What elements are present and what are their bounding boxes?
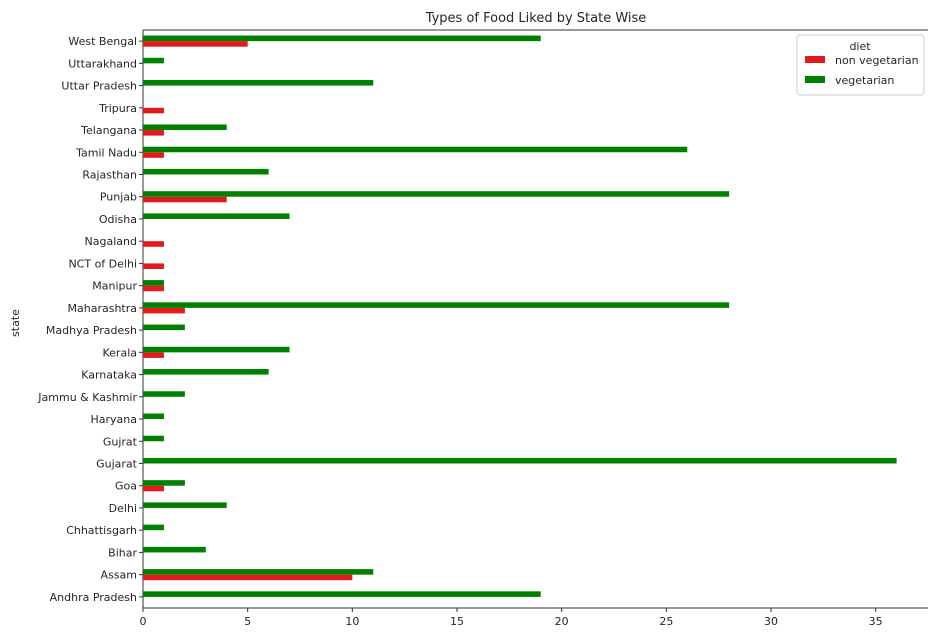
y-tick-label-punjab: Punjab (100, 191, 137, 204)
bar-vegetarian-jammu-kashmir (143, 391, 185, 397)
bar-vegetarian-bihar (143, 546, 206, 553)
legend-label-vegetarian: vegetarian (835, 74, 894, 87)
legend: diet non vegetarian vegetarian (796, 34, 925, 96)
bar-vegetarian-karnataka (143, 369, 269, 375)
y-tick-label-maharashtra: Maharashtra (68, 302, 138, 315)
y-tick-label-jammu-kashmir: Jammu & Kashmir (37, 391, 137, 404)
bar-non-vegetarian-manipur (143, 285, 164, 292)
y-tick-label-west-bengal: West Bengal (68, 35, 137, 48)
y-tick-label-bihar: Bihar (108, 546, 137, 559)
y-tick-label-nct-of-delhi: NCT of Delhi (68, 257, 137, 270)
legend-frame (796, 34, 925, 96)
bar-vegetarian-manipur (143, 280, 164, 286)
bar-non-vegetarian-assam (143, 574, 353, 581)
y-tick-label-manipur: Manipur (92, 280, 137, 293)
bar-vegetarian-rajasthan (143, 168, 269, 175)
y-tick-label-delhi: Delhi (109, 502, 137, 515)
y-tick-label-nagaland: Nagaland (85, 235, 137, 248)
bar-non-vegetarian-tripura (143, 107, 164, 114)
bar-vegetarian-gujarat (143, 457, 897, 464)
y-tick-label-tamil-nadu: Tamil Nadu (75, 146, 137, 159)
bar-vegetarian-assam (143, 569, 374, 575)
bar-non-vegetarian-telangana (143, 130, 164, 136)
y-tick-label-andhra-pradesh: Andhra Pradesh (50, 591, 137, 604)
y-tick-label-gujarat: Gujarat (96, 458, 138, 471)
y-axis-label: state (9, 309, 22, 337)
y-tick-label-rajasthan: Rajasthan (82, 169, 137, 182)
legend-swatch-vegetarian (805, 76, 825, 83)
bar-vegetarian-telangana (143, 124, 227, 131)
bar-vegetarian-delhi (143, 502, 227, 508)
x-tick-label: 15 (450, 615, 464, 628)
bar-vegetarian-madhya-pradesh (143, 324, 185, 331)
bar-non-vegetarian-maharashtra (143, 307, 185, 314)
bar-non-vegetarian-goa (143, 485, 164, 492)
bar-vegetarian-gujrat (143, 435, 164, 442)
bar-vegetarian-odisha (143, 213, 290, 219)
bar-non-vegetarian-punjab (143, 196, 227, 203)
bar-vegetarian-andhra-pradesh (143, 591, 541, 597)
bar-non-vegetarian-nct-of-delhi (143, 263, 164, 269)
y-tick-label-odisha: Odisha (99, 213, 137, 226)
bar-non-vegetarian-nagaland (143, 241, 164, 247)
bar-non-vegetarian-west-bengal (143, 41, 248, 47)
bar-non-vegetarian-kerala (143, 352, 164, 358)
y-tick-label-madhya-pradesh: Madhya Pradesh (46, 324, 137, 337)
plot-area: 0 5 10 15 20 25 30 35 Andhra Pradesh Assam Bihar Ch… (37, 29, 928, 628)
y-tick-label-tripura: Tripura (98, 102, 137, 115)
x-tick-label: 0 (140, 615, 147, 628)
x-tick-label: 25 (659, 615, 673, 628)
y-tick-label-assam: Assam (101, 569, 137, 582)
x-tick-label: 35 (869, 615, 883, 628)
legend-label-non-vegetarian: non vegetarian (835, 54, 919, 67)
y-tick-label-uttarakhand: Uttarakhand (68, 57, 137, 70)
bar-non-vegetarian-tamil-nadu (143, 152, 164, 158)
bar-vegetarian-uttarakhand (143, 57, 164, 64)
bar-vegetarian-punjab (143, 191, 730, 197)
bar-vegetarian-maharashtra (143, 302, 730, 308)
x-tick-label: 5 (244, 615, 251, 628)
bar-vegetarian-west-bengal (143, 35, 541, 42)
x-tick-label: 20 (555, 615, 569, 628)
y-tick-label-telangana: Telangana (80, 124, 137, 137)
chart-title: Types of Food Liked by State Wise (425, 11, 647, 26)
y-tick-label-kerala: Kerala (103, 346, 138, 359)
bar-vegetarian-goa (143, 480, 185, 486)
x-tick-label: 30 (764, 615, 778, 628)
bar-vegetarian-tamil-nadu (143, 146, 688, 153)
y-tick-label-karnataka: Karnataka (81, 369, 137, 382)
y-tick-label-gujrat: Gujrat (103, 435, 138, 448)
y-tick-label-chhattisgarh: Chhattisgarh (66, 524, 137, 537)
y-tick-label-uttar-pradesh: Uttar Pradesh (61, 80, 137, 93)
bar-vegetarian-uttar-pradesh (143, 80, 374, 86)
legend-swatch-non-vegetarian (805, 56, 825, 63)
x-tick-label: 10 (345, 615, 359, 628)
y-tick-label-haryana: Haryana (91, 413, 138, 426)
y-tick-label-goa: Goa (115, 480, 137, 493)
bar-vegetarian-chhattisgarh (143, 524, 164, 531)
bar-vegetarian-haryana (143, 413, 164, 420)
bar-vegetarian-kerala (143, 346, 290, 353)
legend-title: diet (849, 40, 871, 53)
